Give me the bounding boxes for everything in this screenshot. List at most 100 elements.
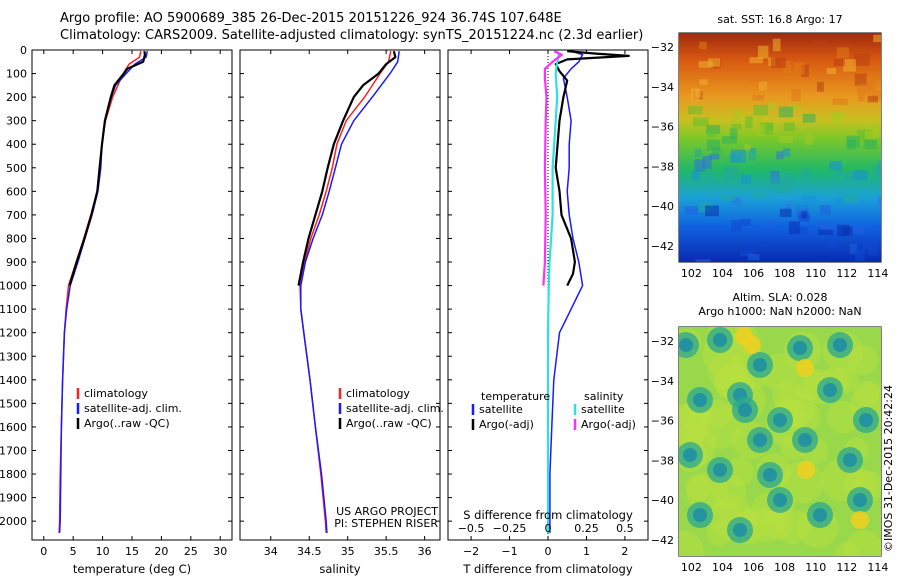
map-image-2	[679, 327, 881, 556]
x-tick-label: 34	[264, 545, 278, 558]
legend-label: climatology	[346, 387, 410, 400]
y-tick-label: 900	[6, 256, 27, 269]
y-tick-label: 1300	[0, 350, 27, 363]
legend-label: Argo(..raw -QC)	[84, 417, 170, 430]
sla-patch	[834, 542, 860, 556]
sst-patch	[694, 159, 706, 172]
legend-label: climatology	[84, 387, 148, 400]
eddy-core	[683, 448, 697, 462]
map-y-tick-label: −40	[651, 200, 674, 213]
sst-patch	[752, 94, 765, 101]
sst-patch	[731, 220, 742, 232]
sst-patch	[846, 171, 858, 179]
top-tick-label: 0.25	[574, 522, 599, 535]
map-y-tick-label: −42	[651, 534, 674, 547]
sst-patch	[779, 208, 792, 217]
sst-patch	[873, 163, 881, 177]
eddy-core	[713, 463, 727, 477]
sst-patch	[843, 193, 859, 204]
series-line-2-3	[297, 50, 397, 286]
eddy-core	[843, 453, 857, 467]
top-tick-label: 0.5	[616, 522, 634, 535]
sst-patch	[832, 98, 848, 105]
sst-patch	[744, 144, 751, 151]
sla-patch	[706, 520, 733, 546]
sst-patch	[854, 249, 865, 262]
sst-patch	[782, 148, 791, 157]
climatology-title: Climatology: CARS2009. Satellite-adjuste…	[60, 28, 644, 43]
map-y-tick-label: −42	[651, 240, 674, 253]
eddy-warm	[851, 511, 869, 529]
sst-patch	[817, 81, 824, 92]
project-annotation: US ARGO PROJECT	[336, 505, 438, 518]
eddy-core	[763, 468, 777, 482]
series-line-1-1	[58, 51, 142, 533]
map-subtitle: Argo h1000: NaN h2000: NaN	[698, 305, 861, 318]
sst-patch	[801, 64, 809, 77]
y-tick-label: 300	[6, 115, 27, 128]
x-tick-label: 10	[96, 545, 110, 558]
sst-patch	[877, 197, 881, 206]
sst-patch	[812, 40, 828, 47]
sst-patch	[870, 128, 881, 138]
sst-patch	[766, 122, 774, 131]
y-tick-label: 1500	[0, 397, 27, 410]
x-tick-label: 30	[213, 545, 227, 558]
project-annotation: PI: STEPHEN RISER	[334, 517, 438, 530]
legend-label: satellite-adj. clim.	[84, 402, 182, 415]
legend-label: Argo(-adj)	[479, 418, 534, 431]
sst-patch	[695, 259, 711, 262]
sst-patch	[801, 211, 808, 219]
sst-patch	[752, 192, 767, 199]
sst-patch	[706, 124, 721, 134]
top-tick-label: −0.5	[458, 522, 485, 535]
eddy-core	[823, 383, 837, 397]
map-y-tick-label: −32	[651, 41, 674, 54]
sst-patch	[820, 204, 831, 215]
sst-patch	[749, 57, 763, 64]
profile-title: Argo profile: AO 5900689_385 26-Dec-2015…	[60, 11, 562, 26]
series-line-2-2	[300, 51, 400, 533]
map-title: sat. SST: 16.8 Argo: 17	[717, 13, 842, 26]
map-x-tick-label: 102	[681, 561, 702, 574]
x-tick-label: 5	[70, 545, 77, 558]
map-x-tick-label: 106	[743, 267, 764, 280]
sst-patch	[733, 109, 742, 123]
sst-patch	[699, 79, 708, 85]
top-axis-label: S difference from climatology	[463, 508, 633, 522]
sst-patch	[845, 176, 856, 182]
x-tick-label: 15	[125, 545, 139, 558]
sst-patch	[709, 153, 720, 160]
sst-patch	[776, 151, 784, 160]
sst-patch	[750, 76, 759, 82]
sst-patch	[784, 172, 794, 181]
x-tick-label: −2	[463, 545, 479, 558]
sst-patch	[772, 38, 781, 52]
x-axis-label: salinity	[319, 562, 360, 576]
y-tick-label: 600	[6, 185, 27, 198]
sst-patch	[825, 239, 839, 248]
map-image-1	[679, 33, 881, 262]
sst-patch	[790, 202, 805, 210]
sst-patch	[849, 243, 857, 255]
sst-patch	[832, 114, 840, 125]
series-line-3-2	[554, 50, 630, 287]
x-tick-label: 35	[341, 545, 355, 558]
legend-label: satellite	[581, 403, 625, 416]
sst-patch	[879, 134, 881, 141]
sst-patch	[871, 90, 881, 101]
sst-patch	[802, 113, 816, 123]
map-x-tick-label: 110	[805, 267, 826, 280]
x-tick-label: 20	[154, 545, 168, 558]
sst-patch	[768, 102, 777, 111]
y-tick-label: 1400	[0, 374, 27, 387]
sst-patch	[712, 147, 721, 155]
sst-patch	[732, 197, 741, 205]
eddy-core	[793, 341, 807, 355]
sst-patch	[867, 79, 877, 91]
x-tick-label: 35.5	[374, 545, 399, 558]
y-tick-label: 1700	[0, 444, 27, 457]
sst-patch	[863, 139, 877, 150]
sst-patch	[865, 130, 876, 140]
